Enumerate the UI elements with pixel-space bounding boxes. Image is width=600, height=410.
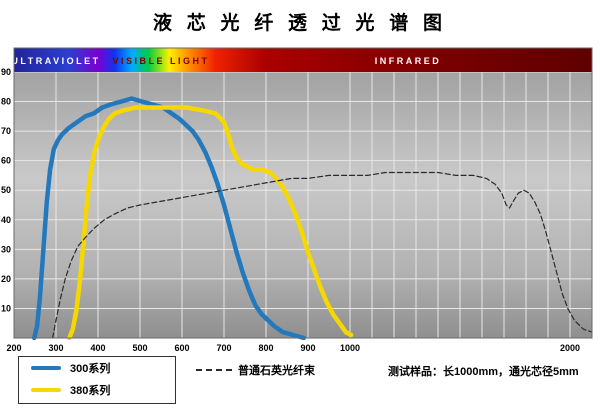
- svg-text:600: 600: [174, 343, 189, 353]
- svg-text:40: 40: [1, 215, 11, 225]
- spectrum-chart: ULTRAVIOLET VISIBLE LIGHT INFRARED 200 300 40…: [1, 47, 593, 353]
- series-line-2: [52, 171, 592, 339]
- svg-text:50: 50: [1, 185, 11, 195]
- svg-text:80: 80: [1, 97, 11, 107]
- plot-background: [14, 72, 592, 338]
- band-label-0: ULTRAVIOLET: [11, 56, 100, 66]
- quartz-label: 普通石英光纤束: [238, 365, 315, 377]
- svg-text:200: 200: [6, 343, 21, 353]
- legend-item-quartz: 普通石英光纤束: [196, 362, 315, 378]
- svg-text:700: 700: [216, 343, 231, 353]
- svg-text:10: 10: [1, 303, 11, 313]
- legend-series-box: 300系列 380系列: [18, 356, 176, 404]
- series-300-swatch: [31, 366, 61, 370]
- svg-text:300: 300: [48, 343, 63, 353]
- axis-labels: 200 300 400 500 600 700 800 900 1000 2000 10 20 30 40…: [1, 67, 580, 353]
- band-label-1: VISIBLE LIGHT: [112, 56, 209, 66]
- svg-text:400: 400: [90, 343, 105, 353]
- sample-note: 测试样品：长1000mm，通光芯径5mm: [388, 366, 579, 378]
- svg-text:500: 500: [132, 343, 147, 353]
- legend-item-300: 300系列: [19, 357, 175, 379]
- page-title: 液 芯 光 纤 透 过 光 谱 图: [152, 13, 447, 34]
- series-300-label: 300系列: [70, 363, 111, 375]
- svg-text:30: 30: [1, 244, 11, 254]
- svg-text:70: 70: [1, 126, 11, 136]
- svg-text:800: 800: [258, 343, 273, 353]
- spectrum-band-bar: [14, 48, 592, 72]
- band-label-2: INFRARED: [375, 56, 442, 66]
- series-line-0: [31, 96, 307, 340]
- legend-item-380: 380系列: [19, 379, 175, 401]
- series-380-label: 380系列: [70, 385, 111, 397]
- svg-text:60: 60: [1, 156, 11, 166]
- svg-text:900: 900: [300, 343, 315, 353]
- series-group: [31, 96, 592, 340]
- svg-text:20: 20: [1, 274, 11, 284]
- svg-text:1000: 1000: [340, 343, 360, 353]
- quartz-dashed-swatch: [196, 369, 232, 371]
- series-380-swatch: [31, 388, 61, 392]
- svg-text:2000: 2000: [560, 343, 580, 353]
- series-line-1: [67, 105, 354, 340]
- svg-text:90: 90: [1, 67, 11, 77]
- chart-border: [13, 47, 593, 339]
